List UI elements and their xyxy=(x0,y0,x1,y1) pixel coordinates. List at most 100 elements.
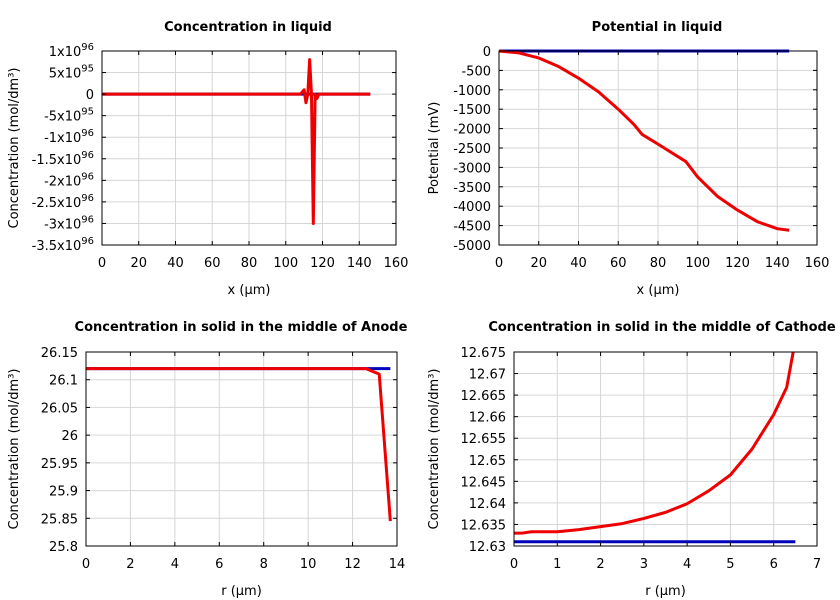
x-tick-label: 1 xyxy=(553,557,561,572)
x-tick-label: 12 xyxy=(344,557,361,572)
y-tick-label: 1x1096 xyxy=(49,42,94,60)
x-tick-label: 2 xyxy=(596,557,604,572)
y-tick-label: 12.66 xyxy=(469,411,506,426)
y-tick-mantissa: 12.67 xyxy=(469,368,506,383)
x-tick-label: 160 xyxy=(384,256,409,271)
y-tick-mantissa: 12.635 xyxy=(461,518,507,533)
y-tick-label: 25.95 xyxy=(41,457,78,472)
y-tick-label: -3x1096 xyxy=(44,214,94,232)
y-tick-mantissa: -2x10 xyxy=(44,174,81,189)
chart-title: Concentration in solid in the middle of … xyxy=(75,320,408,335)
y-tick-mantissa: -1.5x10 xyxy=(32,153,82,168)
x-tick-label: 0 xyxy=(510,557,518,572)
x-tick-label: 120 xyxy=(725,256,750,271)
y-tick-mantissa: 26.15 xyxy=(41,346,78,361)
x-tick-label: 0 xyxy=(495,256,503,271)
y-tick-exponent: 95 xyxy=(81,64,94,75)
y-tick-mantissa: 25.85 xyxy=(41,512,78,527)
x-tick-label: 60 xyxy=(610,256,627,271)
y-tick-mantissa: 12.665 xyxy=(461,389,507,404)
y-tick-label: 12.64 xyxy=(469,497,506,512)
x-tick-label: 80 xyxy=(650,256,667,271)
y-tick-label: 12.655 xyxy=(461,432,507,447)
plot-frame xyxy=(513,351,818,547)
x-axis-label: r (µm) xyxy=(221,584,262,599)
y-tick-mantissa: -3000 xyxy=(453,161,491,176)
y-tick-mantissa: -2000 xyxy=(453,123,491,138)
x-tick-label: 3 xyxy=(640,557,648,572)
x-axis-label: x (µm) xyxy=(228,283,271,298)
x-tick-label: 10 xyxy=(300,557,317,572)
x-tick-label: 140 xyxy=(765,256,790,271)
x-tick-label: 0 xyxy=(98,256,106,271)
x-axis-label: x (µm) xyxy=(637,283,680,298)
series-line-2 xyxy=(102,58,371,225)
x-tick-label: 8 xyxy=(260,557,268,572)
chart-title: Potential in liquid xyxy=(592,20,723,35)
y-tick-mantissa: 12.66 xyxy=(469,411,506,426)
y-tick-label: 12.635 xyxy=(461,518,507,533)
x-tick-label: 6 xyxy=(770,557,778,572)
x-tick-label: 140 xyxy=(347,256,372,271)
x-tick-label: 100 xyxy=(685,256,710,271)
y-tick-mantissa: 0 xyxy=(86,88,94,103)
x-tick-label: 6 xyxy=(215,557,223,572)
y-tick-label: -2.5x1096 xyxy=(32,193,94,211)
y-tick-label: -1x1096 xyxy=(44,128,94,146)
y-tick-label: 26.15 xyxy=(41,346,78,361)
y-tick-exponent: 95 xyxy=(81,107,94,118)
y-tick-mantissa: -1500 xyxy=(453,103,491,118)
y-tick-label: 5x1095 xyxy=(49,64,94,82)
y-tick-mantissa: 25.8 xyxy=(49,540,78,555)
y-tick-mantissa: 12.655 xyxy=(461,432,507,447)
y-tick-mantissa: 26 xyxy=(61,429,78,444)
y-tick-mantissa: 25.95 xyxy=(41,457,78,472)
y-tick-mantissa: -3.5x10 xyxy=(32,239,82,254)
y-tick-mantissa: -3x10 xyxy=(44,217,81,232)
x-tick-label: 0 xyxy=(82,557,90,572)
x-tick-label: 20 xyxy=(530,256,547,271)
y-tick-label: 0 xyxy=(86,88,94,103)
chart-panel-1: 0 20 40 60 80 100 120 140 1601x10965x10950-5x109… xyxy=(7,20,408,298)
y-tick-label: 12.67 xyxy=(469,368,506,383)
y-tick-label: -4000 xyxy=(453,200,491,215)
x-tick-label: 7 xyxy=(813,557,821,572)
y-axis-label: Concentration (mol/dm³) xyxy=(7,369,22,530)
y-tick-mantissa: -2.5x10 xyxy=(32,196,82,211)
y-tick-label: 26.05 xyxy=(41,401,78,416)
y-axis-label: Concentration (mol/dm³) xyxy=(7,68,22,229)
x-tick-label: 5 xyxy=(726,557,734,572)
y-tick-mantissa: 1x10 xyxy=(49,45,82,60)
chart-panel-3: 0 2 4 6 8 10 12 14 26.15 26.1 26.05 26 25.95 25.9 25.8… xyxy=(7,320,408,599)
y-tick-mantissa: -4500 xyxy=(453,220,491,235)
series-line-2 xyxy=(514,351,795,535)
x-tick-label: 120 xyxy=(310,256,335,271)
x-axis-label: r (µm) xyxy=(645,584,686,599)
y-tick-exponent: 96 xyxy=(81,214,94,225)
x-tick-label: 14 xyxy=(389,557,406,572)
y-tick-mantissa: 5x10 xyxy=(49,67,82,82)
y-tick-label: -2000 xyxy=(453,123,491,138)
x-tick-label: 100 xyxy=(273,256,298,271)
y-tick-mantissa: 0 xyxy=(483,45,491,60)
y-tick-label: -5x1095 xyxy=(44,107,94,125)
y-tick-mantissa: -2500 xyxy=(453,142,491,157)
y-tick-label: -5000 xyxy=(453,239,491,254)
chart-panel-4: 0 1 2 3 4 5 6 7 12.675 12.67 12.665 12.66 12.655 12.6… xyxy=(427,320,836,599)
y-axis-label: Concentration (mol/dm³) xyxy=(427,369,442,530)
x-tick-label: 20 xyxy=(130,256,147,271)
y-tick-exponent: 96 xyxy=(81,171,94,182)
y-tick-label: -3000 xyxy=(453,161,491,176)
x-tick-label: 4 xyxy=(171,557,179,572)
x-tick-label: 2 xyxy=(126,557,134,572)
x-tick-label: 60 xyxy=(204,256,221,271)
y-tick-label: -3500 xyxy=(453,181,491,196)
x-tick-label: 4 xyxy=(683,557,691,572)
y-tick-label: 26.1 xyxy=(49,374,78,389)
y-tick-mantissa: 12.65 xyxy=(469,454,506,469)
y-tick-label: 25.8 xyxy=(49,540,78,555)
x-tick-label: 40 xyxy=(167,256,184,271)
y-tick-label: 0 xyxy=(483,45,491,60)
y-tick-mantissa: -5000 xyxy=(453,239,491,254)
